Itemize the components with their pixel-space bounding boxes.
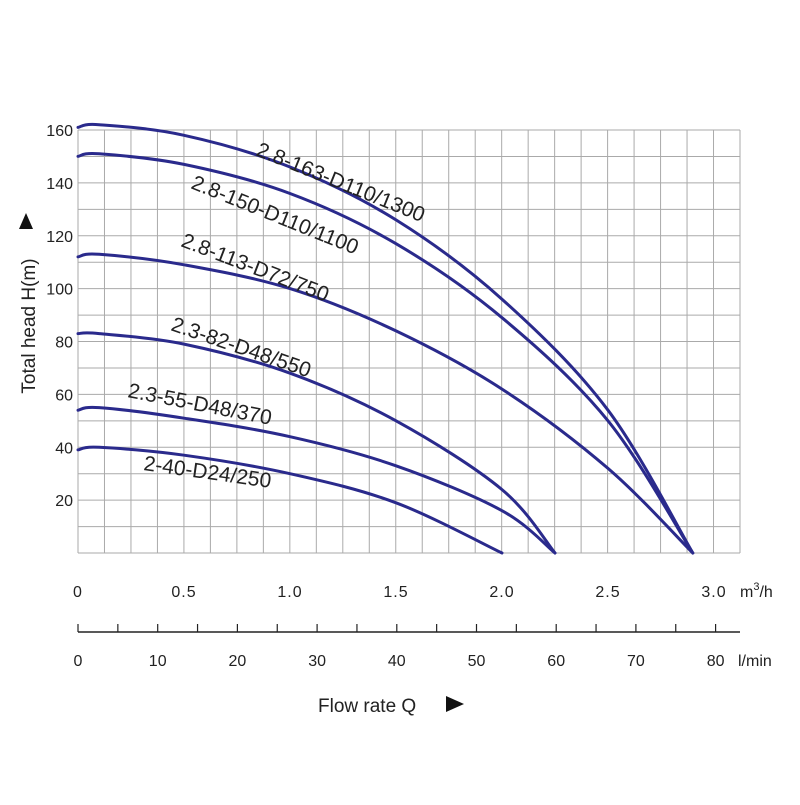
curve-labels: 2.8-163-D110/13002.8-150-D110/11002.8-11… xyxy=(126,138,428,493)
x2-tick-label: 70 xyxy=(627,653,645,670)
x-tick-label: 2.0 xyxy=(489,584,514,601)
y-tick-label: 60 xyxy=(55,387,73,404)
pump-curve xyxy=(76,331,557,555)
x-axis-title: Flow rate Q xyxy=(318,696,416,717)
pump-curve xyxy=(76,405,557,555)
x-axis-lmin: 0 10 20 30 40 50 60 70 80 xyxy=(74,624,740,670)
x2-tick-label: 80 xyxy=(707,653,725,670)
x2-tick-label: 30 xyxy=(308,653,326,670)
y-tick-label: 80 xyxy=(55,335,73,352)
x-tick-label: 0 xyxy=(73,584,83,601)
x2-tick-label: 0 xyxy=(74,653,83,670)
x2-tick-label: 20 xyxy=(229,653,247,670)
x2-tick-label: 40 xyxy=(388,653,406,670)
pump-curve xyxy=(76,122,695,555)
x2-tick-label: 10 xyxy=(149,653,167,670)
x-unit-lmin: l/min xyxy=(738,653,772,670)
pump-curve xyxy=(76,445,504,555)
x2-tick-label: 50 xyxy=(468,653,486,670)
y-axis-arrow-icon xyxy=(19,213,33,229)
pump-curves xyxy=(76,122,695,555)
x-tick-label: 1.0 xyxy=(277,584,302,601)
x-unit-m3h: m3/h xyxy=(740,581,773,601)
x-tick-label: 1.5 xyxy=(383,584,408,601)
curve-label: 2.3-55-D48/370 xyxy=(126,379,274,429)
y-tick-label: 100 xyxy=(46,282,73,299)
y-tick-label: 20 xyxy=(55,493,73,510)
x-tick-label: 2.5 xyxy=(595,584,620,601)
y-tick-label: 40 xyxy=(55,440,73,457)
x-axis-arrow-icon xyxy=(446,696,464,712)
y-tick-label: 120 xyxy=(46,229,73,246)
x-tick-label: 3.0 xyxy=(701,584,726,601)
y-axis-ticks: 20 40 60 80 100 120 140 160 xyxy=(46,123,73,510)
y-tick-label: 140 xyxy=(46,176,73,193)
curve-label: 2.3-82-D48/550 xyxy=(168,313,313,382)
x-axis-ticks-m3h: 0 0.5 1.0 1.5 2.0 2.5 3.0 xyxy=(73,584,726,601)
chart-grid xyxy=(77,129,741,554)
y-axis-title: Total head H(m) xyxy=(19,258,40,393)
pump-curve xyxy=(76,152,695,555)
x2-tick-label: 60 xyxy=(547,653,565,670)
pump-curve xyxy=(76,252,695,555)
y-tick-label: 160 xyxy=(46,123,73,140)
x-tick-label: 0.5 xyxy=(171,584,196,601)
